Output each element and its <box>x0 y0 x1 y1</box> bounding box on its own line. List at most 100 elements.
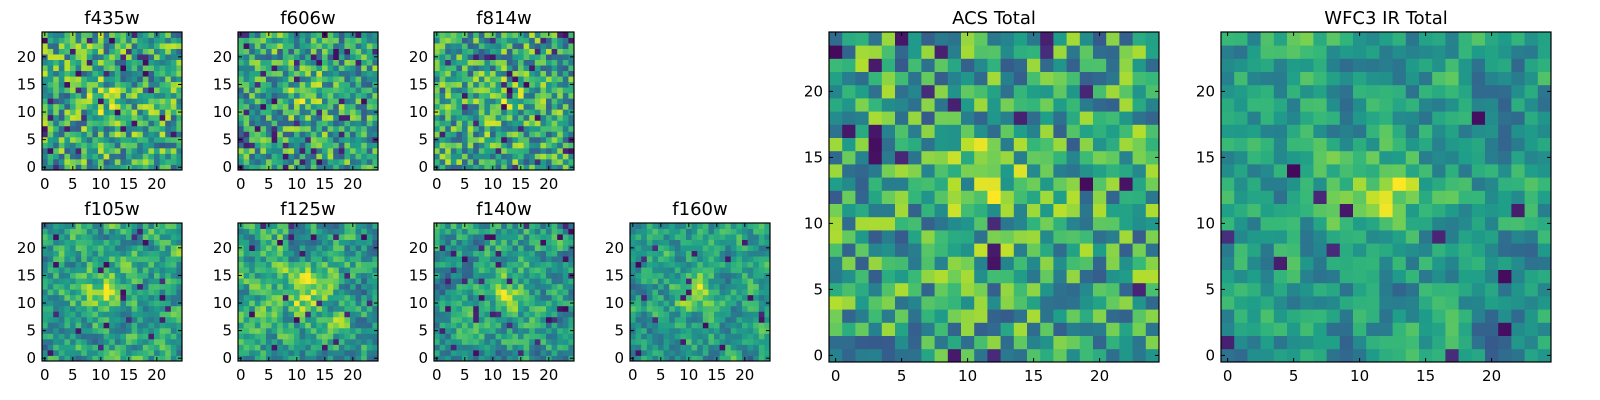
heatmap-cell <box>42 261 48 268</box>
heatmap-cell <box>305 349 312 356</box>
heatmap-cell <box>238 37 244 44</box>
heatmap-cell <box>372 70 379 77</box>
heatmap-cell <box>484 305 491 312</box>
heatmap-cell <box>58 250 65 257</box>
heatmap-cell <box>691 333 698 340</box>
heatmap-cell <box>344 147 351 154</box>
heatmap-cell <box>126 245 132 251</box>
heatmap-cell <box>75 338 82 345</box>
heatmap-cell <box>842 348 856 363</box>
heatmap-cell <box>434 98 440 105</box>
heatmap-cell <box>842 230 856 244</box>
heatmap-cell <box>674 289 681 296</box>
heatmap-cell <box>92 48 99 55</box>
heatmap-cell <box>361 54 368 60</box>
heatmap-cell <box>92 65 99 72</box>
heatmap-cell <box>277 120 284 127</box>
heatmap-cell <box>243 338 250 345</box>
heatmap-cell <box>64 349 71 356</box>
heatmap-cell <box>1053 230 1067 244</box>
heatmap-cell <box>495 322 502 329</box>
heatmap-cell <box>159 153 166 160</box>
heatmap-cell <box>344 305 351 312</box>
heatmap-cell <box>148 239 155 246</box>
heatmap-cell <box>540 70 547 77</box>
heatmap-cell <box>120 338 127 345</box>
heatmap-cell <box>254 239 261 246</box>
heatmap-cell <box>742 344 748 351</box>
heatmap-cell <box>714 228 720 235</box>
heatmap-cell <box>764 278 771 285</box>
heatmap-cell <box>506 120 513 127</box>
heatmap-cell <box>137 54 144 60</box>
heatmap-cell <box>98 131 104 138</box>
heatmap-cell <box>142 316 149 323</box>
heatmap-cell <box>742 234 748 240</box>
heatmap-cell <box>305 125 312 132</box>
heatmap-cell <box>58 153 65 160</box>
heatmap-cell <box>753 261 760 268</box>
heatmap-cell <box>249 289 256 296</box>
heatmap-cell <box>103 349 110 356</box>
heatmap-cell <box>372 32 379 38</box>
heatmap-cell <box>282 355 289 362</box>
heatmap-cell <box>109 76 116 83</box>
heatmap-cell <box>53 349 60 356</box>
heatmap-cell <box>305 344 312 351</box>
heatmap-cell <box>165 153 172 160</box>
heatmap-cell <box>350 256 356 263</box>
heatmap-cell <box>445 87 452 94</box>
heatmap-cell <box>523 322 530 329</box>
heatmap-cell <box>277 142 284 149</box>
heatmap-cell <box>64 261 71 268</box>
heatmap-cell <box>170 32 177 38</box>
heatmap-cell <box>568 59 575 66</box>
heatmap-cell <box>344 256 351 263</box>
heatmap-cell <box>103 109 110 116</box>
heatmap-cell <box>109 267 116 274</box>
heatmap-cell <box>736 333 743 340</box>
heatmap-cell <box>126 103 132 110</box>
heatmap-cell <box>81 147 88 154</box>
heatmap-cell <box>277 223 284 229</box>
heatmap-cell <box>64 87 71 94</box>
heatmap-cell <box>42 120 48 127</box>
heatmap-cell <box>506 142 513 149</box>
heatmap-cell <box>294 327 300 334</box>
heatmap-cell <box>758 338 765 345</box>
heatmap-cell <box>81 87 88 94</box>
heatmap-cell <box>355 289 362 296</box>
heatmap-cell <box>47 43 54 49</box>
heatmap-cell <box>680 278 687 285</box>
heatmap-cell <box>742 283 748 290</box>
heatmap-cell <box>366 120 373 127</box>
heatmap-cell <box>450 98 457 105</box>
heatmap-cell <box>568 305 575 312</box>
heatmap-cell <box>350 261 356 268</box>
heatmap-cell <box>344 289 351 296</box>
heatmap-cell <box>109 98 116 105</box>
heatmap-cell <box>260 327 267 334</box>
heatmap-cell <box>434 305 440 312</box>
heatmap-cell <box>58 355 65 362</box>
heatmap-cell <box>338 239 345 246</box>
x-tick-label: 20 <box>147 366 166 384</box>
heatmap-cell <box>299 223 306 229</box>
heatmap-cell <box>322 300 328 307</box>
heatmap-cell <box>120 125 127 132</box>
heatmap-cell <box>299 81 306 88</box>
heatmap-cell <box>243 322 250 329</box>
heatmap-cell <box>249 322 256 329</box>
heatmap-cell <box>254 316 261 323</box>
heatmap-cell <box>495 114 502 121</box>
heatmap-cell <box>355 355 362 362</box>
heatmap-cell <box>551 142 558 149</box>
heatmap-cell <box>512 120 519 127</box>
heatmap-cell <box>669 311 676 318</box>
heatmap-cell <box>243 76 250 83</box>
heatmap-cell <box>686 294 692 301</box>
heatmap-cell <box>445 261 452 268</box>
heatmap-cell <box>921 348 935 363</box>
heatmap-cell <box>305 120 312 127</box>
heatmap-cell <box>344 234 351 240</box>
